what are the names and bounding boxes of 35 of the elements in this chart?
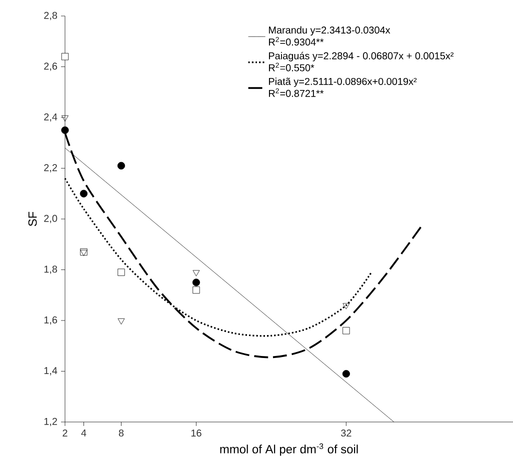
- point: [118, 268, 125, 276]
- y-tick-label: 1,4: [44, 367, 58, 376]
- point: [117, 162, 126, 170]
- point: [342, 327, 350, 334]
- x-tick-label: 16: [191, 430, 202, 437]
- annotation: R$^{2}$=0.550*: [268, 62, 314, 72]
- point: [80, 190, 88, 198]
- point: [61, 126, 69, 134]
- y-tick-label: 2,0: [44, 214, 58, 224]
- y-tick-label: 2,2: [44, 164, 57, 172]
- x-tick-label: 2: [62, 430, 68, 436]
- point: [342, 303, 350, 310]
- x-tick-label: 4: [81, 430, 86, 436]
- legend-label: Paiaguás y=2.2894 - 0.06807x + 0.0015x²: [268, 52, 454, 62]
- annotation: R$^{2}$=0.9304**: [268, 36, 324, 46]
- x-tick-label: 32: [341, 430, 352, 437]
- point: [192, 286, 200, 294]
- point: [192, 278, 200, 286]
- y-axis-title: SF: [28, 212, 37, 226]
- point: [62, 115, 68, 122]
- y-tick-label: 2,8: [44, 12, 58, 20]
- annotation: R$^{2}$=0.8721**: [268, 88, 324, 97]
- point: [192, 270, 200, 276]
- legend-label: Piatã y=2.5111-0.0896x+0.0019x²: [268, 78, 417, 87]
- y-tick-label: 1,6: [44, 316, 58, 325]
- point: [342, 370, 350, 378]
- legend-label: Marandu y=2.3413-0.0304x: [268, 26, 390, 36]
- y-tick-label: 1,2: [44, 418, 57, 426]
- x-axis-title: mmol of Al per dm$^{-3}$ of soil: [220, 443, 358, 456]
- y-tick-label: 1,8: [44, 266, 58, 274]
- point: [61, 53, 69, 60]
- x-tick-label: 8: [118, 430, 124, 437]
- y-tick-label: 2,6: [44, 62, 58, 71]
- y-tick-label: 2,4: [44, 113, 58, 122]
- point: [118, 318, 125, 324]
